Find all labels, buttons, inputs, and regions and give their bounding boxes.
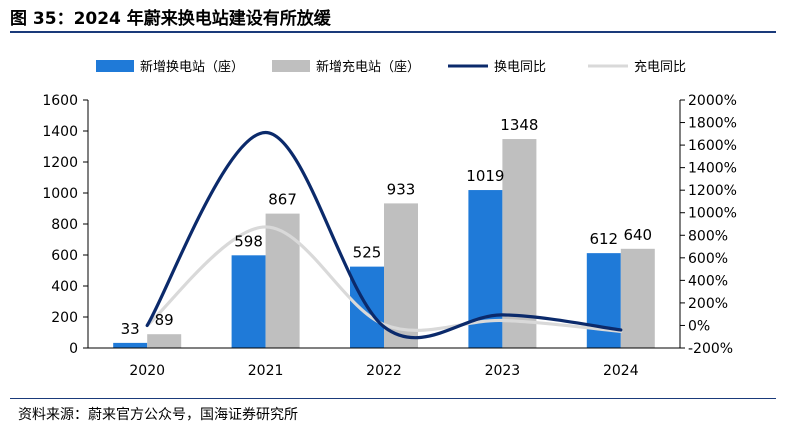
left-tick-label: 1600 (42, 93, 78, 109)
legend-swatch (96, 60, 134, 72)
x-axis: 2020 2021 2022 2023 2024 (88, 347, 680, 379)
bar-label: 1348 (500, 116, 538, 134)
line-series-1 (145, 130, 623, 340)
bar-label: 1019 (466, 167, 504, 185)
bar-label: 525 (353, 244, 382, 262)
legend-item-4: 充电同比 (588, 59, 686, 75)
bar-2-2024 (620, 248, 655, 348)
legend-label: 新增充电站（座） (316, 59, 420, 75)
left-tick-label: 1400 (42, 124, 78, 140)
left-tick-label: 1000 (42, 186, 78, 202)
bar-2-2023 (502, 139, 537, 348)
right-axis: -200% 0% 200% 400% 600% 800% 1000% 1200% 1400% 16… (679, 93, 737, 357)
bar-2-2021 (265, 213, 300, 348)
bar-1-2020 (113, 342, 148, 348)
right-tick-label: 2000% (688, 93, 737, 109)
right-tick-label: 1600% (688, 138, 737, 154)
right-tick-label: 200% (688, 296, 728, 312)
right-tick-label: 600% (688, 251, 728, 267)
bar-labels: 33 598 525 1019 612 89 867 933 1348 640 (121, 116, 652, 338)
right-tick-label: 0% (688, 318, 710, 334)
bar-label: 89 (155, 311, 174, 329)
title-divider (10, 31, 776, 33)
left-tick-label: 800 (51, 217, 78, 233)
right-tick-label: 1400% (688, 161, 737, 177)
source-note: 资料来源：蔚来官方公众号，国海证券研究所 (18, 407, 298, 423)
bar-1-2021 (231, 255, 266, 348)
x-tick-label: 2023 (485, 363, 521, 379)
lines (145, 130, 623, 340)
legend-item-2: 新增充电站（座） (272, 59, 420, 75)
bar-label: 867 (268, 191, 297, 209)
legend-item-1: 新增换电站（座） (96, 59, 244, 75)
x-tick-label: 2021 (248, 363, 284, 379)
left-tick-label: 200 (51, 310, 78, 326)
right-tick-label: 1800% (688, 116, 737, 132)
left-tick-label: 1200 (42, 155, 78, 171)
right-tick-label: -200% (688, 341, 733, 357)
legend: 新增换电站（座） 新增充电站（座） 换电同比 充电同比 (96, 59, 686, 75)
bar-1-2024 (586, 253, 621, 348)
left-tick-label: 600 (51, 248, 78, 264)
legend-label: 充电同比 (634, 59, 686, 75)
bar-label: 612 (589, 230, 618, 248)
bar-label: 33 (121, 320, 140, 338)
right-tick-label: 400% (688, 273, 728, 289)
legend-swatch (272, 60, 310, 72)
bar-2-2020 (147, 334, 182, 348)
left-tick-label: 400 (51, 279, 78, 295)
bars (113, 139, 655, 348)
chart: 新增换电站（座） 新增充电站（座） 换电同比 充电同比 0 200 400 600 800 10… (42, 59, 737, 379)
left-axis: 0 200 400 600 800 1000 1200 1400 1600 (42, 93, 89, 357)
bar-label: 640 (623, 226, 652, 244)
x-tick-label: 2024 (603, 363, 639, 379)
right-tick-label: 1200% (688, 183, 737, 199)
legend-label: 新增换电站（座） (140, 59, 244, 75)
bar-2-2022 (384, 203, 418, 348)
right-tick-label: 1000% (688, 206, 737, 222)
legend-label: 换电同比 (494, 60, 546, 75)
legend-item-3: 换电同比 (448, 60, 546, 75)
figure-title: 图 35：2024 年蔚来换电站建设有所放缓 (10, 9, 331, 29)
x-tick-label: 2022 (366, 363, 402, 379)
left-tick-label: 0 (69, 341, 78, 357)
x-tick-label: 2020 (129, 363, 165, 379)
bar-label: 933 (387, 180, 416, 198)
bar-label: 598 (234, 232, 263, 250)
source-divider (10, 398, 776, 399)
right-tick-label: 800% (688, 228, 728, 244)
